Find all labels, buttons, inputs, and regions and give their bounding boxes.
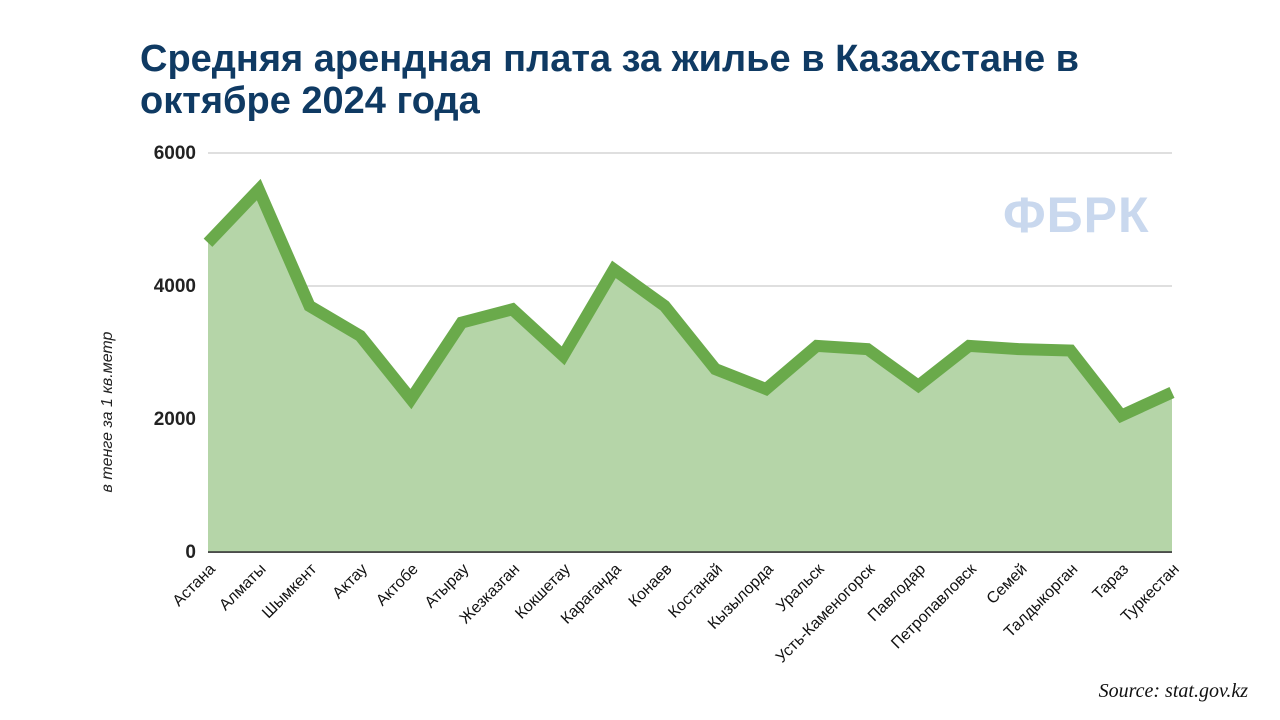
data-point-17 xyxy=(1069,349,1073,353)
data-point-4 xyxy=(409,397,413,401)
data-point-6 xyxy=(510,307,514,311)
data-point-13 xyxy=(866,347,870,351)
data-point-8 xyxy=(612,267,616,271)
data-point-16 xyxy=(1018,347,1022,351)
y-tick-label: 2000 xyxy=(154,409,196,430)
x-tick-label: Актобе xyxy=(373,561,422,610)
data-point-0 xyxy=(206,241,210,245)
source-note: Source: stat.gov.kz xyxy=(1098,680,1248,702)
data-point-1 xyxy=(257,188,261,192)
data-point-2 xyxy=(307,304,311,308)
x-tick-label: Алматы xyxy=(216,561,269,614)
data-point-15 xyxy=(967,344,971,348)
data-point-9 xyxy=(663,304,667,308)
x-tick-label: Конаев xyxy=(626,561,676,611)
x-tick-label: Астана xyxy=(170,561,219,610)
data-point-19 xyxy=(1170,390,1174,394)
x-tick-label: Шымкент xyxy=(259,560,321,622)
x-tick-label: Тараз xyxy=(1090,561,1132,603)
x-tick-label: Усть-Каменогорск xyxy=(773,560,879,666)
data-point-14 xyxy=(916,384,920,388)
x-tick-label: Семей xyxy=(984,561,1031,608)
x-tick-label: Петропавловск xyxy=(888,560,980,652)
y-tick-label: 4000 xyxy=(154,276,196,297)
y-tick-label: 0 xyxy=(185,542,196,563)
series-fill xyxy=(208,189,1172,552)
y-axis-label: в тенге за 1 кв.метр xyxy=(99,331,116,492)
data-point-10 xyxy=(713,367,717,371)
data-point-3 xyxy=(358,334,362,338)
series-line xyxy=(203,178,1175,424)
y-tick-label: 6000 xyxy=(154,143,196,164)
watermark-logo: ФБРК xyxy=(1003,187,1150,243)
x-tick-label: Атырау xyxy=(422,561,473,612)
data-point-5 xyxy=(460,321,464,325)
data-point-11 xyxy=(764,387,768,391)
chart-title: Средняя арендная плата за жилье в Казахс… xyxy=(140,38,1079,122)
x-tick-label: Актау xyxy=(330,561,372,603)
data-point-18 xyxy=(1119,414,1123,418)
y-axis-ticks: 0 2000 4000 6000 xyxy=(154,143,196,563)
series-area xyxy=(203,178,1175,553)
data-point-7 xyxy=(561,354,565,358)
data-point-12 xyxy=(815,344,819,348)
